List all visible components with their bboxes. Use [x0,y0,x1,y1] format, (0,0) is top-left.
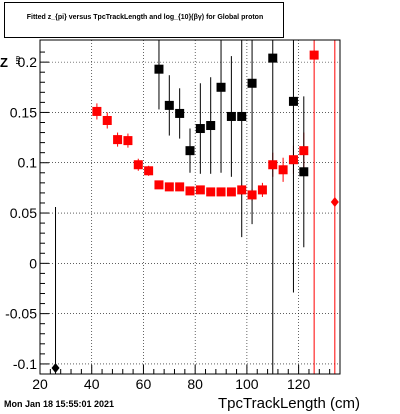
data-point-square [257,185,267,195]
data-point-square [113,135,123,145]
y-tick-label: 0 [29,255,37,271]
data-point-square [175,108,185,118]
y-tick-label: 0.05 [10,205,37,221]
data-point-square [164,100,174,110]
data-point-square [216,82,226,92]
data-point-diamond [330,196,339,207]
data-point-square [185,146,195,156]
data-point-square [268,53,278,63]
y-tick-label: -0.1 [13,356,37,372]
timestamp: Mon Jan 18 15:55:01 2021 [4,399,115,409]
data-point-square [216,187,226,197]
data-point-square [206,187,216,197]
data-point-square [288,96,298,106]
data-point-square [175,182,185,192]
data-point-square [102,115,112,125]
y-axis-label: Z [0,55,8,70]
data-point-square [237,111,247,121]
data-point-square [123,136,133,146]
x-tick-label: 120 [287,376,311,392]
grid-lines [40,40,340,374]
data-point-square [247,190,257,200]
x-tick-label: 20 [32,376,48,392]
tick-labels: 20 40 60 80 100 120 -0.1 -0.05 0 0.05 0.1 0.15 0.2 [5,54,310,392]
x-tick-label: 40 [84,376,100,392]
x-tick-label: 80 [187,376,203,392]
data-point-square [185,186,195,196]
error-bars [55,40,336,374]
y-tick-label: 0.1 [18,155,38,171]
data-point-square [92,106,102,116]
y-axis-label-subscript: I70 [16,56,22,65]
data-point-square [195,124,205,134]
data-point-square [206,121,216,131]
plot-frame [39,39,341,375]
data-point-square [154,64,164,74]
title-box: Fitted z_{pi} versus TpcTrackLength and … [4,2,284,38]
data-point-square [247,78,257,88]
x-tick-label: 60 [136,376,152,392]
data-point-square [278,165,288,175]
data-point-square [195,185,205,195]
data-point-square [133,160,143,170]
x-axis-label: TpcTrackLength (cm) [218,395,360,412]
data-point-square [309,50,319,60]
data-markers [51,50,339,373]
chart-title: Fitted z_{pi} versus TpcTrackLength and … [26,14,264,21]
data-point-square [226,111,236,121]
data-point-square [144,166,154,176]
y-tick-label: -0.05 [5,306,37,322]
data-point-square [299,167,309,177]
axis-ticks [39,51,341,375]
data-point-square [237,185,247,195]
x-tick-label: 100 [235,376,259,392]
data-point-square [268,160,278,170]
data-point-diamond [51,362,60,373]
data-point-square [299,146,309,156]
data-point-square [154,180,164,190]
y-tick-label: 0.2 [18,54,38,70]
data-point-square [164,182,174,192]
data-point-square [226,187,236,197]
y-tick-label: 0.15 [10,104,37,120]
data-point-square [288,155,298,165]
